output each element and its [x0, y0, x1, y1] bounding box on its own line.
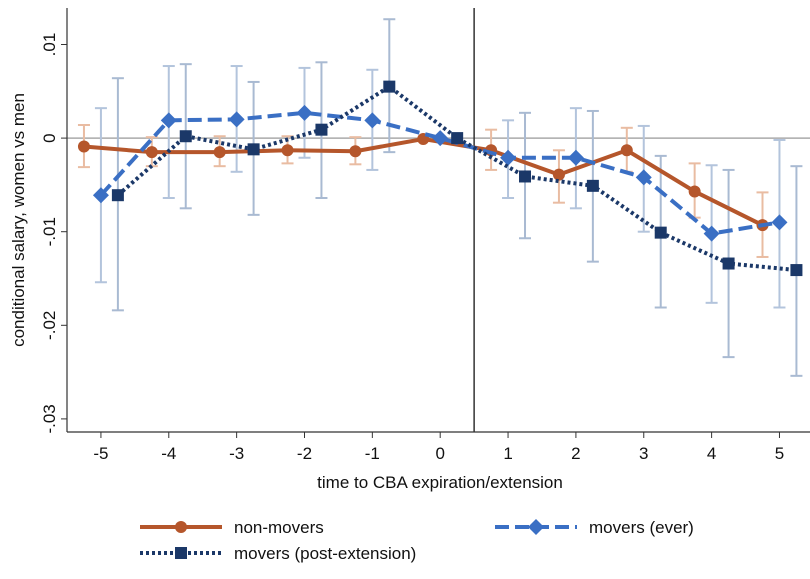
- point: [364, 112, 381, 129]
- series-line: [116, 84, 797, 273]
- point: [349, 145, 362, 158]
- point: [92, 187, 109, 204]
- x-tick-label: 3: [639, 444, 648, 463]
- point: [315, 123, 328, 136]
- point: [771, 214, 788, 231]
- legend-label: movers (ever): [589, 518, 694, 537]
- x-tick-label: -3: [229, 444, 244, 463]
- point: [432, 130, 449, 147]
- x-tick-label: 0: [435, 444, 444, 463]
- point: [519, 170, 532, 183]
- legend-label: non-movers: [234, 518, 324, 537]
- x-tick-label: -4: [161, 444, 176, 463]
- point: [790, 264, 803, 277]
- point: [567, 149, 584, 166]
- point: [451, 132, 464, 145]
- y-axis-label: conditional salary, women vs men: [9, 93, 28, 347]
- x-tick-label: -2: [297, 444, 312, 463]
- x-tick-label: 2: [571, 444, 580, 463]
- x-tick-label: 1: [503, 444, 512, 463]
- point: [247, 143, 260, 156]
- point: [552, 168, 565, 181]
- point: [620, 144, 633, 157]
- point: [111, 189, 124, 202]
- y-tick-label: -.01: [40, 217, 59, 246]
- point: [281, 144, 294, 157]
- legend-marker: [528, 519, 544, 535]
- series-line: [99, 110, 780, 236]
- point: [77, 140, 90, 153]
- point: [228, 111, 245, 128]
- point: [383, 80, 396, 93]
- x-tick-label: 5: [775, 444, 784, 463]
- x-tick-label: -5: [93, 444, 108, 463]
- x-axis-label: time to CBA expiration/extension: [317, 473, 563, 492]
- point: [500, 149, 517, 166]
- point: [703, 225, 720, 242]
- point: [179, 130, 192, 143]
- point: [213, 146, 226, 159]
- point: [160, 112, 177, 129]
- legend-marker: [175, 547, 187, 559]
- y-tick-label: -.02: [40, 311, 59, 340]
- point: [688, 185, 701, 198]
- x-tick-label: 4: [707, 444, 716, 463]
- point: [296, 104, 313, 121]
- point: [635, 169, 652, 186]
- point: [145, 146, 158, 159]
- legend-label: movers (post-extension): [234, 544, 416, 563]
- x-tick-label: -1: [365, 444, 380, 463]
- legend-marker: [175, 521, 187, 533]
- y-tick-label: 0: [40, 133, 59, 142]
- point: [722, 257, 735, 270]
- y-tick-label: .01: [40, 33, 59, 57]
- y-tick-label: -.03: [40, 404, 59, 433]
- point: [654, 226, 667, 239]
- point: [586, 179, 599, 192]
